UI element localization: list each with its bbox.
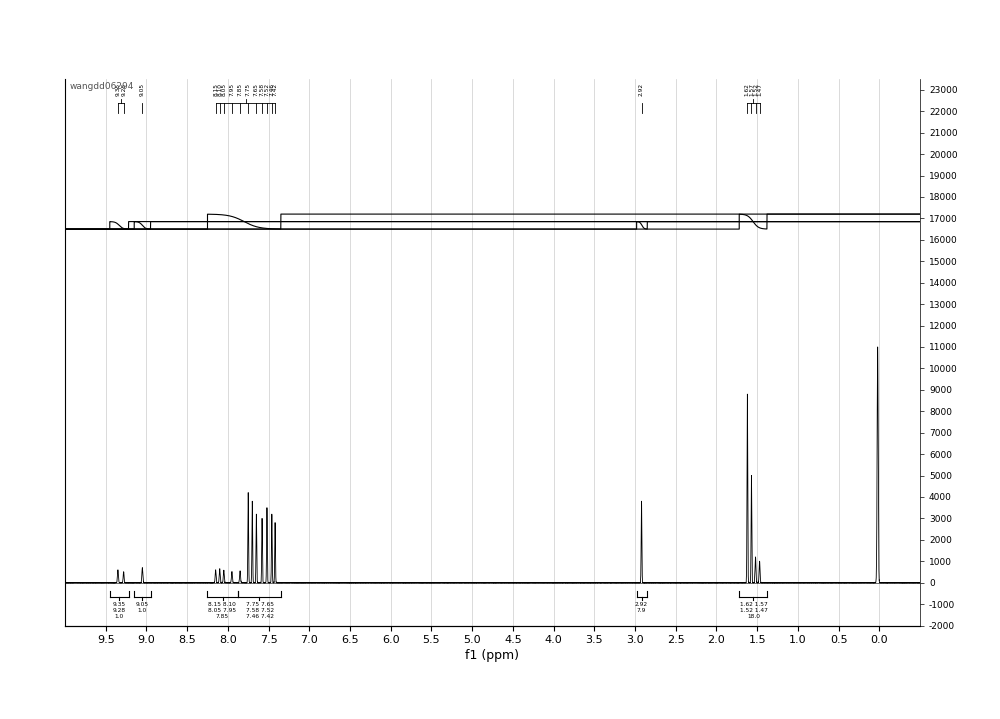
Text: 1.0: 1.0 — [115, 614, 124, 619]
Text: 8.10: 8.10 — [217, 83, 222, 96]
Text: 1.52 1.47: 1.52 1.47 — [740, 608, 767, 613]
Text: 7.58 7.52: 7.58 7.52 — [246, 608, 274, 613]
Text: 1.62 1.57: 1.62 1.57 — [740, 602, 767, 607]
Text: 2.92: 2.92 — [639, 83, 644, 96]
Text: 1.52: 1.52 — [753, 83, 758, 96]
Text: 9.05: 9.05 — [140, 83, 145, 96]
Text: 7.46 7.42: 7.46 7.42 — [246, 614, 274, 619]
Text: 7.52: 7.52 — [264, 83, 269, 96]
Text: 7.42: 7.42 — [273, 83, 278, 96]
Text: 7.46: 7.46 — [269, 83, 274, 96]
Text: 2.92: 2.92 — [635, 602, 648, 607]
Text: 7.85: 7.85 — [238, 83, 243, 96]
Text: 1.0: 1.0 — [138, 608, 147, 613]
Text: 7.85: 7.85 — [216, 614, 229, 619]
Text: 7.95: 7.95 — [229, 83, 234, 96]
Text: 9.05: 9.05 — [136, 602, 149, 607]
Text: 7.65: 7.65 — [254, 83, 259, 96]
Text: 1.57: 1.57 — [749, 83, 754, 96]
Text: 8.15 8.10: 8.15 8.10 — [208, 602, 236, 607]
Text: wangdd06294: wangdd06294 — [69, 82, 134, 91]
Text: 7.58: 7.58 — [260, 83, 265, 96]
Text: 18.0: 18.0 — [747, 614, 760, 619]
Text: 1.47: 1.47 — [757, 83, 762, 96]
Text: 7.75: 7.75 — [246, 83, 251, 96]
Text: 8.15: 8.15 — [213, 83, 218, 96]
Text: 9.28: 9.28 — [113, 608, 126, 613]
Text: 9.35: 9.35 — [115, 83, 120, 96]
Text: 1.62: 1.62 — [745, 83, 750, 96]
Text: 7.9: 7.9 — [637, 608, 646, 613]
Text: 8.05: 8.05 — [221, 83, 226, 96]
X-axis label: f1 (ppm): f1 (ppm) — [465, 649, 520, 662]
Text: 9.35: 9.35 — [113, 602, 126, 607]
Text: 9.28: 9.28 — [121, 83, 126, 96]
Text: 8.05 7.95: 8.05 7.95 — [208, 608, 236, 613]
Text: 7.75 7.65: 7.75 7.65 — [246, 602, 274, 607]
